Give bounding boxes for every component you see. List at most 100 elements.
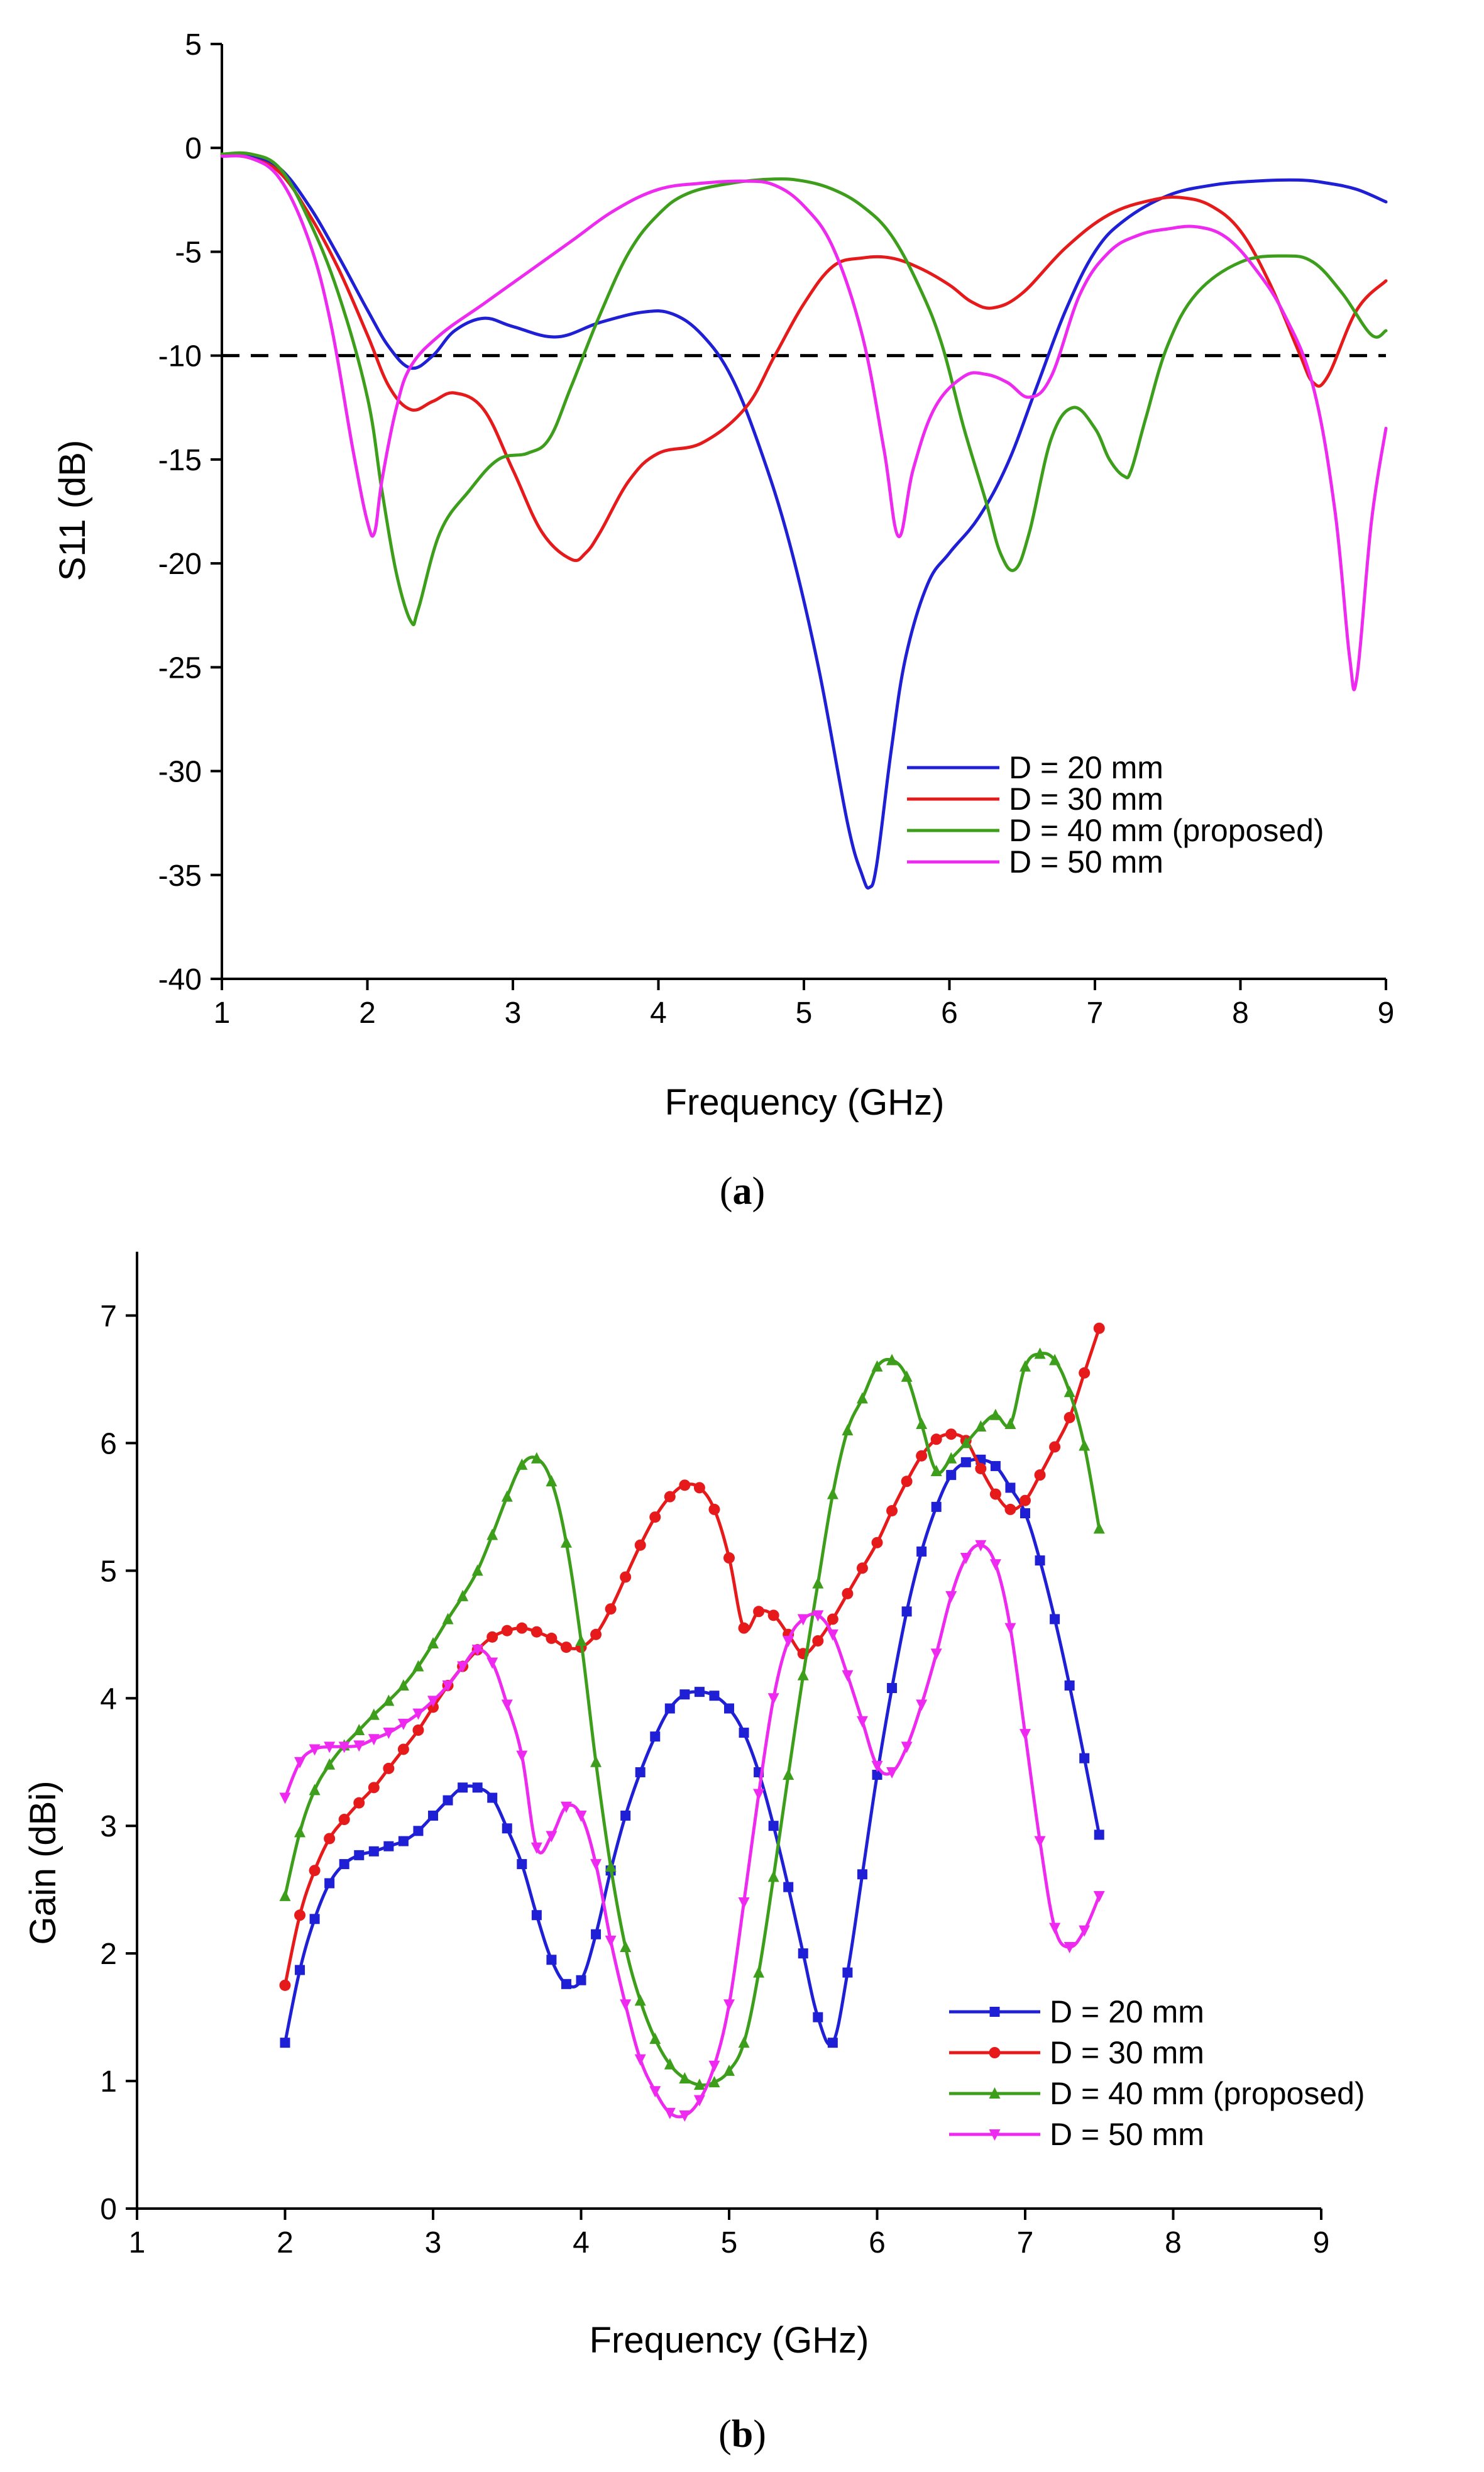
gain-data-point bbox=[783, 1768, 794, 1780]
gain-data-point bbox=[945, 1452, 957, 1464]
gain-data-point bbox=[354, 1850, 365, 1860]
gain-series-line bbox=[283, 1327, 1101, 1987]
gain-data-point bbox=[813, 2012, 823, 2022]
gain-data-point bbox=[857, 1869, 867, 1880]
gain-data-point bbox=[546, 1831, 558, 1843]
gain-x-axis-label: Frequency (GHz) bbox=[590, 2320, 869, 2361]
s11-series-2 bbox=[220, 152, 1388, 563]
gain-data-point bbox=[886, 1504, 898, 1516]
gain-data-point bbox=[383, 1841, 394, 1851]
gain-data-point bbox=[530, 1452, 542, 1464]
gain-data-point bbox=[916, 1546, 927, 1557]
s11-x-tick-label: 4 bbox=[650, 996, 667, 1030]
s11-legend-label: D = 20 mm bbox=[1009, 750, 1163, 785]
gain-data-point bbox=[724, 1703, 734, 1714]
gain-data-point bbox=[353, 1724, 365, 1735]
gain-data-point bbox=[324, 1878, 335, 1889]
s11-x-tick-label: 9 bbox=[1378, 996, 1395, 1030]
gain-data-point bbox=[827, 1613, 838, 1625]
gain-data-point bbox=[679, 2072, 691, 2084]
gain-data-point bbox=[783, 1882, 794, 1892]
gain-data-point bbox=[324, 1758, 336, 1770]
gain-data-point bbox=[989, 1488, 1001, 1500]
gain-data-point bbox=[472, 1782, 483, 1793]
s11-chart-panel: 1 2 3 4 5 6 7 8 9 5 0 -5 -10 -15 -20 -25 -30 -35 -40 D = 20… bbox=[52, 28, 1394, 1213]
gain-panel-letter: b bbox=[732, 2413, 753, 2456]
gain-data-point bbox=[783, 1635, 794, 1647]
gain-data-point bbox=[1005, 1482, 1016, 1493]
gain-data-point bbox=[502, 1823, 512, 1834]
gain-y-tick-label: 7 bbox=[100, 1299, 117, 1333]
gain-data-point bbox=[871, 1537, 883, 1548]
gain-data-point bbox=[516, 1458, 528, 1470]
gain-legend-label: D = 40 mm (proposed) bbox=[1050, 2076, 1365, 2111]
s11-x-tick-label: 7 bbox=[1087, 996, 1104, 1030]
gain-data-point bbox=[309, 1784, 321, 1796]
gain-data-point bbox=[1049, 1923, 1061, 1934]
gain-data-point bbox=[560, 1536, 572, 1548]
gain-data-point bbox=[664, 2107, 676, 2119]
gain-data-point bbox=[767, 1693, 779, 1705]
s11-y-tick-label: -25 bbox=[158, 651, 202, 685]
gain-data-point bbox=[693, 2078, 705, 2090]
gain-data-point bbox=[383, 1762, 395, 1774]
gain-y-tick-label: 6 bbox=[100, 1427, 117, 1460]
gain-data-point bbox=[975, 1420, 987, 1432]
gain-data-point bbox=[338, 1741, 350, 1753]
gain-data-point bbox=[886, 1354, 898, 1366]
s11-series-line bbox=[220, 152, 1388, 563]
s11-panel-label: (a) bbox=[720, 1170, 765, 1213]
gain-data-point bbox=[842, 1670, 854, 1682]
gain-legend-label: D = 50 mm bbox=[1050, 2117, 1204, 2152]
s11-y-tick-label: 5 bbox=[185, 28, 202, 62]
gain-data-point bbox=[753, 1789, 765, 1801]
gain-data-point bbox=[412, 1660, 424, 1672]
gain-data-point bbox=[739, 1728, 749, 1738]
gain-data-point bbox=[383, 1728, 395, 1740]
s11-y-tick-label: -20 bbox=[158, 548, 202, 581]
gain-data-point bbox=[946, 1470, 957, 1481]
gain-y-tick-label: 3 bbox=[100, 1810, 117, 1843]
gain-data-point bbox=[457, 1661, 469, 1673]
gain-data-point bbox=[397, 1718, 409, 1730]
gain-data-point bbox=[309, 1744, 321, 1756]
gain-data-point bbox=[753, 1606, 765, 1618]
s11-x-tick-label: 2 bbox=[359, 996, 376, 1030]
gain-data-point bbox=[723, 1552, 735, 1564]
gain-data-point bbox=[427, 1696, 439, 1708]
gain-x-tick-label: 8 bbox=[1165, 2226, 1182, 2260]
gain-data-point bbox=[842, 1424, 854, 1436]
gain-data-point bbox=[294, 1757, 306, 1768]
gain-data-point bbox=[664, 2058, 676, 2070]
gain-data-point bbox=[620, 1571, 632, 1583]
gain-data-point bbox=[1049, 1441, 1061, 1453]
gain-x-tick-label: 9 bbox=[1313, 2226, 1330, 2260]
gain-data-point bbox=[353, 1740, 365, 1752]
gain-data-point bbox=[1093, 1890, 1105, 1902]
gain-data-point bbox=[368, 1846, 379, 1857]
s11-y-tick-label: -10 bbox=[158, 340, 202, 373]
gain-data-point bbox=[650, 1731, 661, 1742]
gain-data-point bbox=[945, 1591, 957, 1603]
gain-data-point bbox=[457, 1589, 469, 1601]
gain-data-point bbox=[930, 1465, 942, 1477]
gain-data-point bbox=[1020, 1508, 1030, 1519]
gain-data-point bbox=[1035, 1555, 1045, 1566]
gain-data-point bbox=[679, 1689, 690, 1700]
gain-data-point bbox=[530, 1842, 542, 1854]
gain-data-point bbox=[916, 1417, 928, 1429]
gain-data-point bbox=[279, 1792, 291, 1804]
gain-legend-marker bbox=[989, 2047, 1001, 2058]
gain-data-point bbox=[634, 1539, 646, 1551]
s11-series-1 bbox=[220, 152, 1388, 890]
gain-data-point bbox=[471, 1645, 483, 1657]
s11-legend: D = 20 mmD = 30 mmD = 40 mm (proposed)D … bbox=[907, 750, 1324, 880]
gain-legend-marker bbox=[989, 2087, 1001, 2099]
gain-data-point bbox=[546, 1632, 558, 1644]
gain-y-tick-label: 1 bbox=[100, 2065, 117, 2099]
gain-data-point bbox=[827, 2038, 838, 2048]
gain-x-tick-label: 7 bbox=[1017, 2226, 1034, 2260]
gain-data-point bbox=[501, 1625, 513, 1636]
gain-data-point bbox=[1093, 1322, 1105, 1334]
gain-data-point bbox=[620, 1810, 631, 1821]
